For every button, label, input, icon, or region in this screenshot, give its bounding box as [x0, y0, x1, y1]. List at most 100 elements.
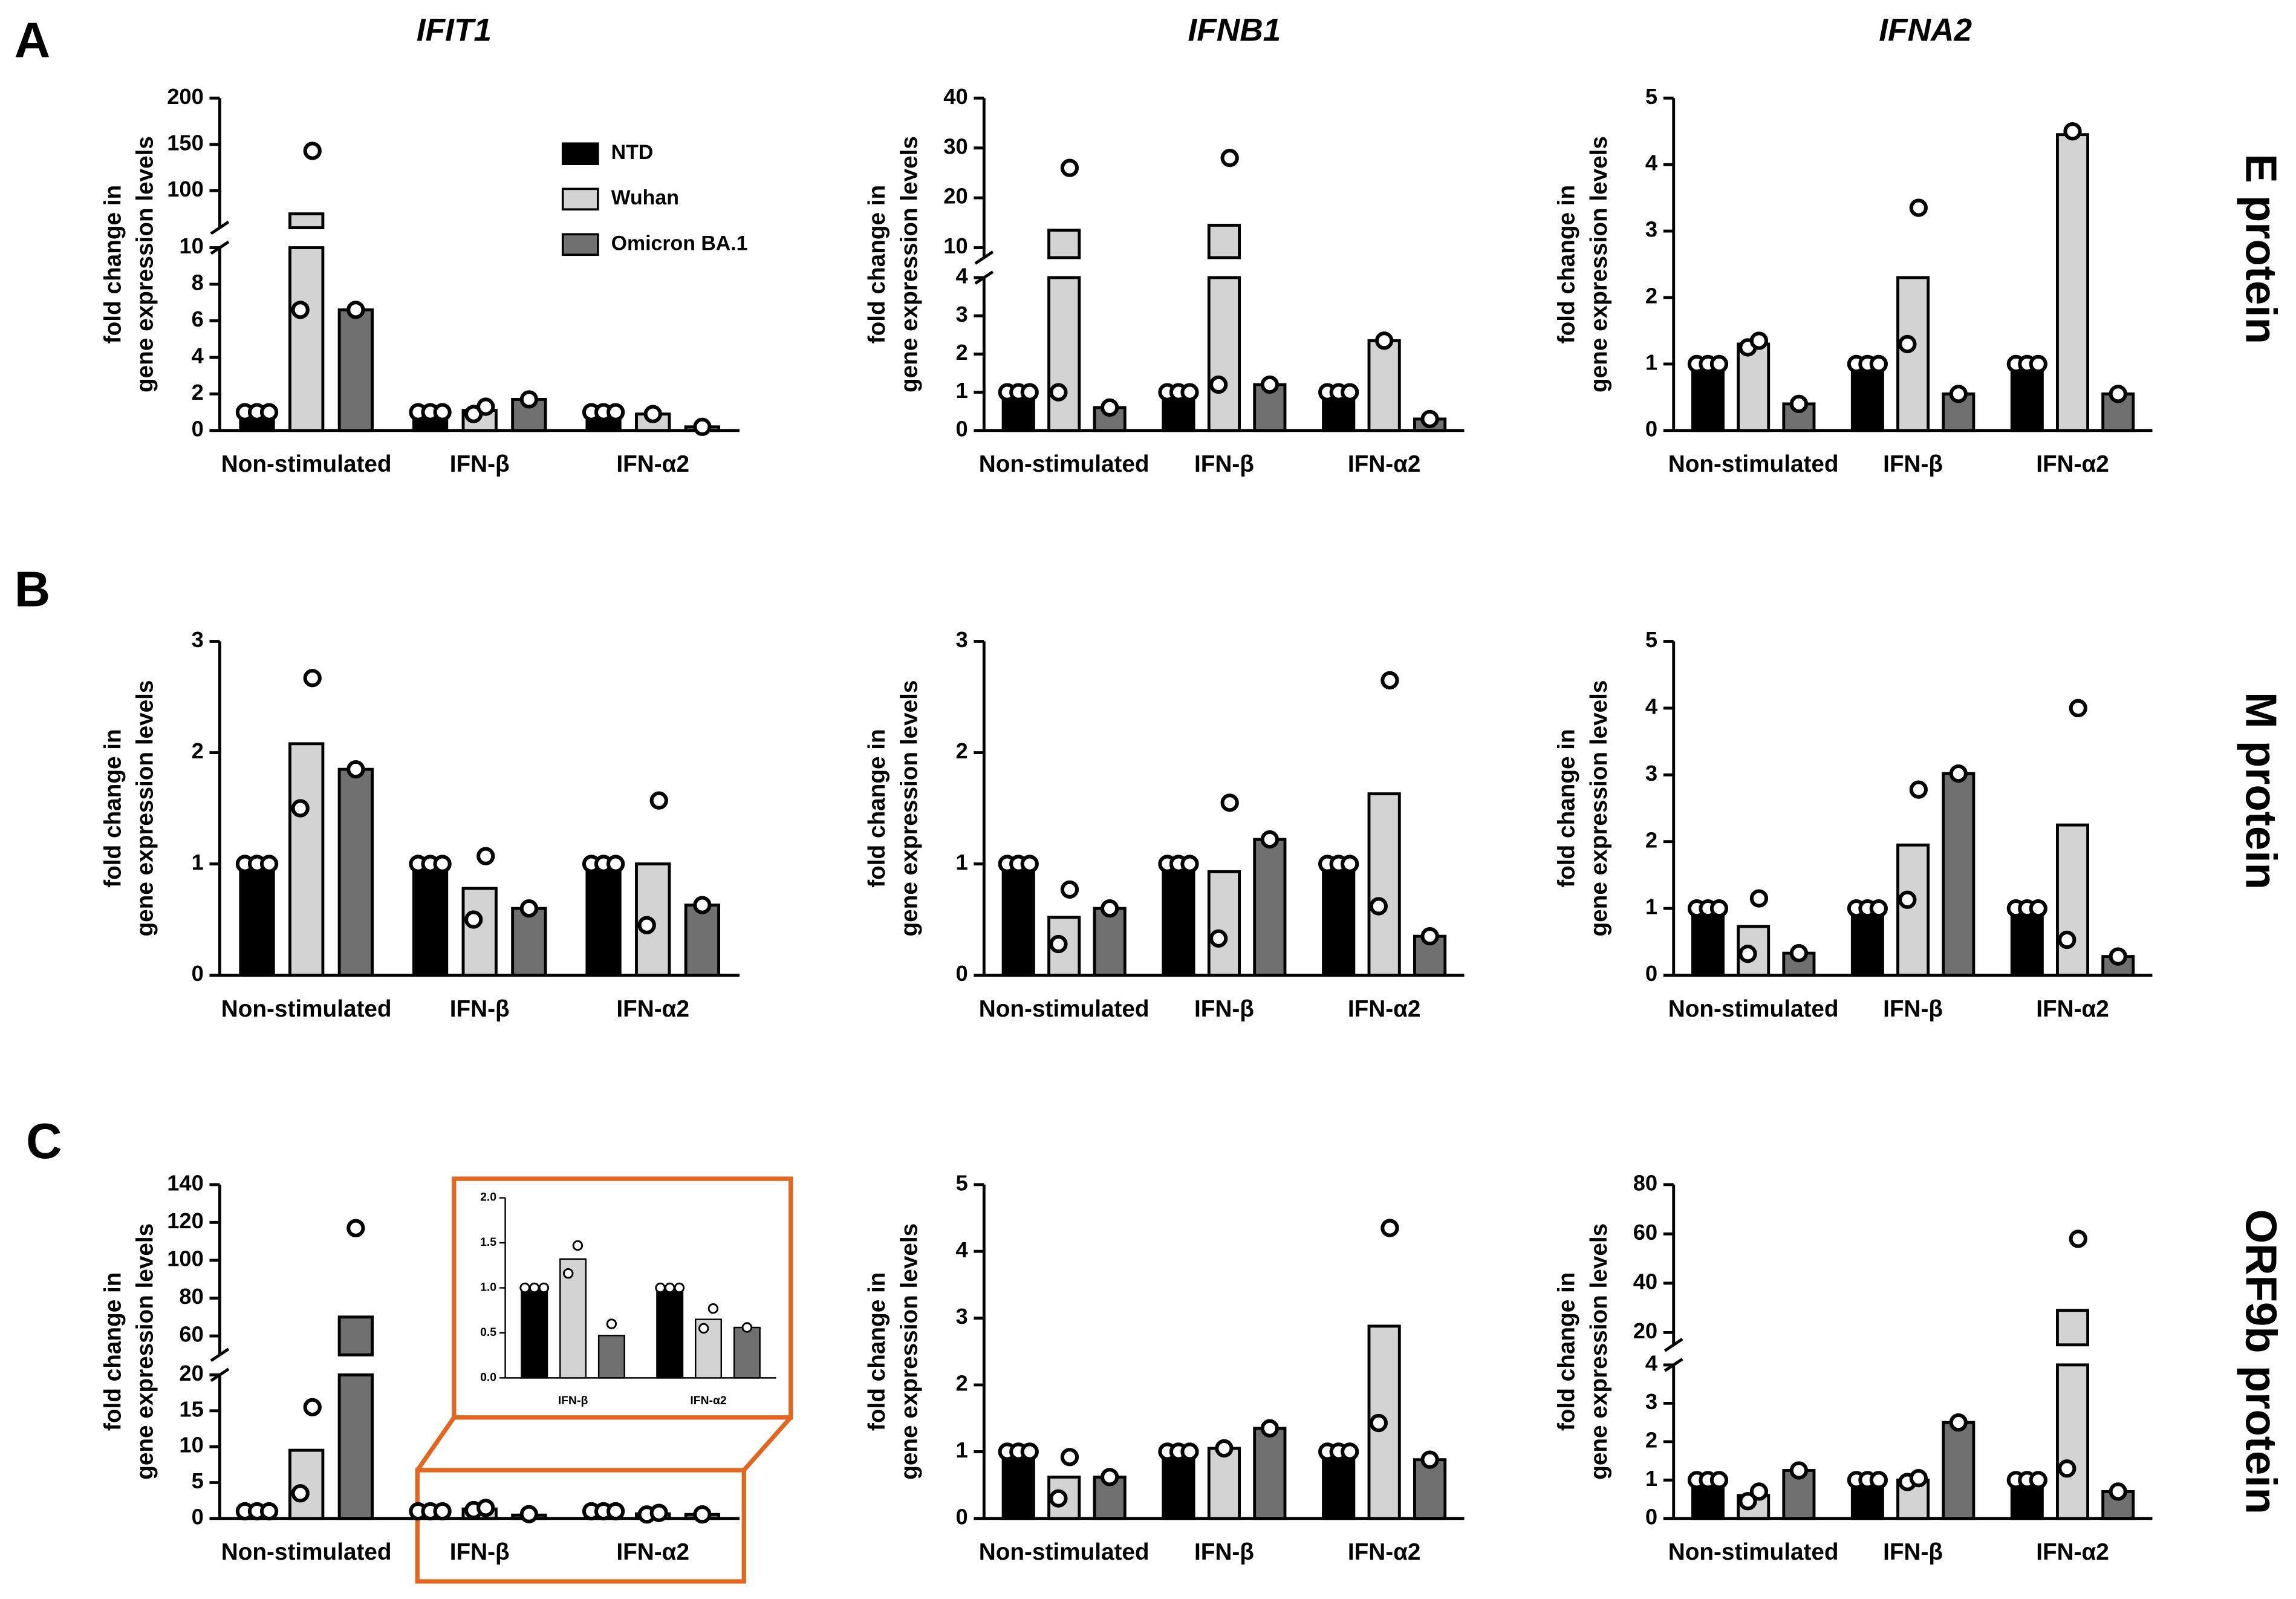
data-point: [698, 1323, 709, 1334]
y-tick-label: 5: [192, 1468, 204, 1493]
column-title: IFIT1: [417, 12, 492, 48]
data-point: [303, 1398, 322, 1416]
data-point: [1060, 158, 1079, 177]
y-tick-label: 120: [167, 1208, 204, 1233]
bar: [1942, 1421, 1976, 1520]
y-axis-label: fold change in: [100, 185, 126, 344]
y-tick-label: 30: [943, 134, 968, 158]
data-point: [1381, 1219, 1399, 1237]
bar: [559, 1258, 587, 1379]
axis-break: [210, 220, 230, 235]
bar: [733, 1326, 761, 1379]
data-point: [1020, 1442, 1039, 1461]
y-tick-label: 2: [1645, 1427, 1657, 1452]
zoom-region: [415, 1468, 746, 1584]
y-tick-label: 2: [955, 738, 968, 763]
x-tick-label: IFN-α2: [2036, 1539, 2109, 1565]
data-point: [346, 1219, 365, 1237]
data-point: [741, 1322, 753, 1333]
y-axis-label: gene expression levels: [132, 136, 158, 392]
y-tick-label: 40: [943, 84, 968, 109]
bar: [684, 904, 721, 977]
data-point: [291, 301, 310, 319]
bar: [1001, 1450, 1035, 1520]
bar: [1253, 1427, 1287, 1520]
data-point: [563, 1268, 574, 1279]
x-tick-label: IFN-β: [558, 1394, 588, 1407]
data-point: [643, 405, 662, 423]
bar: [1896, 843, 1930, 977]
y-axis-label: fold change in: [1554, 185, 1580, 344]
x-tick-label: Non-stimulated: [1668, 996, 1839, 1022]
y-tick-label: 1: [1645, 894, 1657, 919]
bar: [337, 308, 374, 432]
data-point: [1869, 899, 1888, 918]
data-point: [1909, 198, 1928, 217]
data-point: [1420, 927, 1439, 946]
legend-label: Wuhan: [611, 186, 679, 209]
y-tick-label: 1: [955, 850, 968, 874]
y-tick-label: 5: [955, 1170, 968, 1195]
data-point: [606, 1318, 617, 1329]
y-tick-label: 20: [943, 184, 968, 209]
data-point: [1420, 1450, 1439, 1469]
y-tick-label: 2.0: [480, 1191, 496, 1204]
data-point: [519, 1282, 530, 1294]
data-point: [1738, 1492, 1757, 1511]
x-tick-label: Non-stimulated: [1668, 1539, 1839, 1565]
column-title: IFNA2: [1879, 12, 1972, 48]
y-tick-label: 3: [1645, 1389, 1657, 1414]
data-point: [1869, 354, 1888, 374]
y-axis-label: fold change in: [864, 1272, 890, 1431]
data-point: [519, 899, 538, 918]
y-tick-label: 1.5: [480, 1236, 496, 1249]
x-tick-label: IFN-α2: [1348, 451, 1421, 477]
x-tick-label: Non-stimulated: [979, 996, 1150, 1022]
bar: [1207, 1447, 1241, 1520]
y-tick-label: 4: [955, 1237, 968, 1262]
data-point: [707, 1303, 719, 1314]
data-point: [476, 847, 495, 865]
y-axis-label: gene expression levels: [1586, 680, 1612, 937]
y-axis-label: fold change in: [1554, 1272, 1580, 1431]
data-point: [1369, 897, 1388, 916]
data-point: [637, 916, 656, 934]
data-point: [519, 390, 538, 409]
bar: [2056, 1363, 2090, 1520]
data-point: [1949, 1413, 1968, 1432]
y-tick-label: 3: [955, 302, 968, 327]
x-tick-label: IFN-β: [450, 996, 510, 1022]
bar: [337, 767, 374, 977]
data-point: [1020, 855, 1039, 873]
y-tick-label: 0: [192, 961, 204, 986]
bar: [2056, 133, 2090, 432]
y-tick-label: 60: [179, 1322, 203, 1347]
data-point: [2109, 385, 2127, 403]
y-tick-label: 0: [1645, 416, 1657, 441]
y-axis-label: fold change in: [864, 185, 890, 344]
x-tick-label: IFN-α2: [2036, 451, 2109, 477]
bar: [1207, 870, 1241, 977]
zoom-frame: [415, 1176, 793, 1584]
y-tick-label: 1: [955, 1438, 968, 1462]
x-tick-label: IFN-β: [450, 451, 510, 477]
data-point: [259, 1502, 279, 1521]
data-point: [259, 403, 279, 422]
bar: [511, 907, 547, 977]
data-point: [1209, 375, 1228, 394]
panel-label: C: [26, 1113, 62, 1169]
y-axis-label: fold change in: [864, 729, 890, 887]
bar: [288, 246, 325, 432]
y-tick-label: 100: [167, 1246, 204, 1271]
data-point: [1789, 394, 1809, 414]
data-point: [529, 1282, 540, 1294]
data-point: [1341, 383, 1359, 402]
bar: [1253, 838, 1287, 977]
y-tick-label: 1: [1645, 1466, 1657, 1491]
y-tick-label: 100: [167, 177, 204, 201]
x-tick-label: Non-stimulated: [1668, 451, 1839, 477]
data-point: [1709, 1471, 1729, 1490]
y-tick-label: 40: [1633, 1269, 1657, 1294]
x-tick-label: IFN-α2: [616, 996, 689, 1022]
